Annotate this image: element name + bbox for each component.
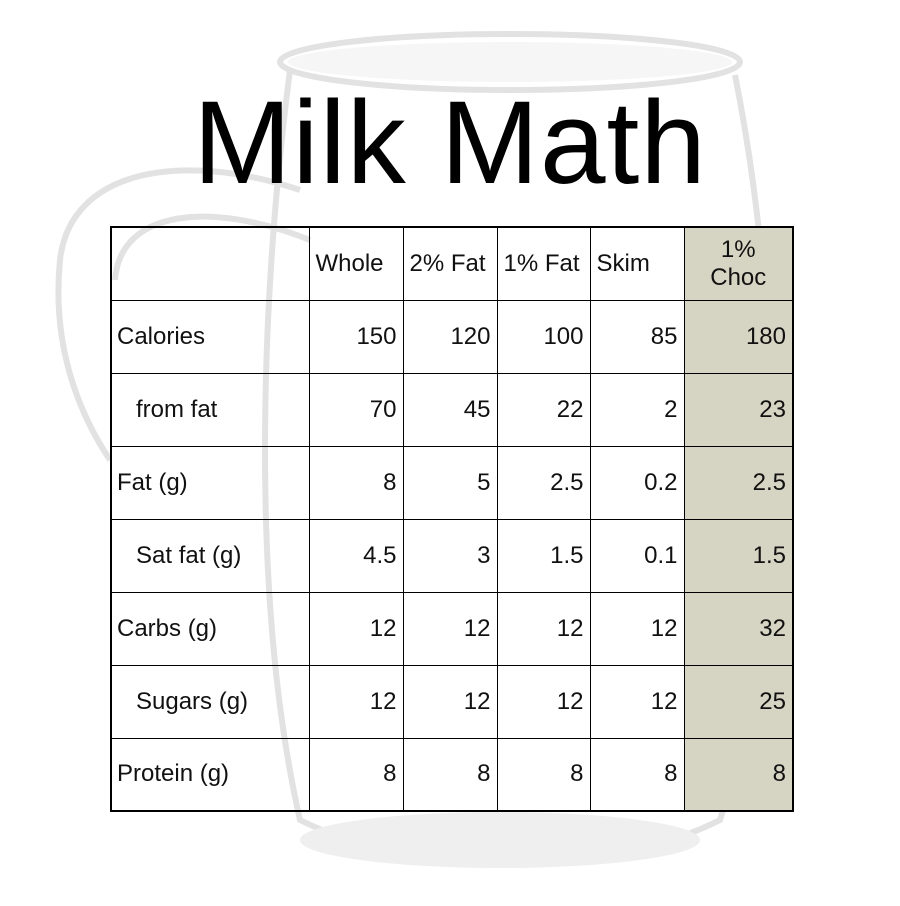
table-cell: 12 (589, 591, 685, 666)
table-row: Sugars (g) 12 12 12 12 25 (110, 664, 794, 739)
table-row: Carbs (g) 12 12 12 12 32 (110, 591, 794, 666)
table-cell: 100 (496, 299, 591, 374)
table-row: Sat fat (g) 4.5 3 1.5 0.1 1.5 (110, 518, 794, 593)
table-cell: 0.2 (589, 445, 685, 520)
table-cell: 2.5 (683, 445, 794, 520)
table-cell: 45 (402, 372, 498, 447)
table-cell: 2.5 (496, 445, 591, 520)
table-cell: 12 (496, 664, 591, 739)
table-row: Calories 150 120 100 85 180 (110, 299, 794, 374)
column-header: Skim (589, 226, 685, 301)
table-cell: 8 (683, 737, 794, 812)
table-cell: 120 (402, 299, 498, 374)
row-label: Sugars (g) (110, 664, 310, 739)
table-cell: 150 (308, 299, 404, 374)
table-cell: 3 (402, 518, 498, 593)
row-label: Sat fat (g) (110, 518, 310, 593)
table-cell: 5 (402, 445, 498, 520)
row-label: Calories (110, 299, 310, 374)
column-header: Whole (308, 226, 404, 301)
table-cell: 12 (589, 664, 685, 739)
table-cell: 25 (683, 664, 794, 739)
column-header (110, 226, 310, 301)
table-cell: 8 (589, 737, 685, 812)
page-title: Milk Math (193, 77, 707, 209)
table-cell: 4.5 (308, 518, 404, 593)
row-label: Fat (g) (110, 445, 310, 520)
table-row: Fat (g) 8 5 2.5 0.2 2.5 (110, 445, 794, 520)
row-label: Protein (g) (110, 737, 310, 812)
table-cell: 8 (308, 445, 404, 520)
table-cell: 12 (308, 664, 404, 739)
header-row: Whole 2% Fat 1% Fat Skim 1% Choc (110, 226, 794, 301)
table-cell: 32 (683, 591, 794, 666)
table-cell: 12 (308, 591, 404, 666)
table-cell: 8 (402, 737, 498, 812)
table-row: Protein (g) 8 8 8 8 8 (110, 737, 794, 812)
table-cell: 2 (589, 372, 685, 447)
column-header: 1% Choc (683, 226, 794, 301)
table-cell: 1.5 (683, 518, 794, 593)
table-cell: 180 (683, 299, 794, 374)
row-label: Carbs (g) (110, 591, 310, 666)
table-cell: 12 (402, 664, 498, 739)
table-cell: 22 (496, 372, 591, 447)
table-cell: 12 (496, 591, 591, 666)
table-cell: 23 (683, 372, 794, 447)
table-cell: 70 (308, 372, 404, 447)
table-cell: 8 (496, 737, 591, 812)
table-cell: 12 (402, 591, 498, 666)
table-cell: 1.5 (496, 518, 591, 593)
table-cell: 85 (589, 299, 685, 374)
column-header: 2% Fat (402, 226, 498, 301)
table-cell: 8 (308, 737, 404, 812)
row-label: from fat (110, 372, 310, 447)
column-header: 1% Fat (496, 226, 591, 301)
milk-nutrition-table: Whole 2% Fat 1% Fat Skim 1% Choc Calories 150 1… (110, 226, 794, 812)
table-cell: 0.1 (589, 518, 685, 593)
table-row: from fat 70 45 22 2 23 (110, 372, 794, 447)
